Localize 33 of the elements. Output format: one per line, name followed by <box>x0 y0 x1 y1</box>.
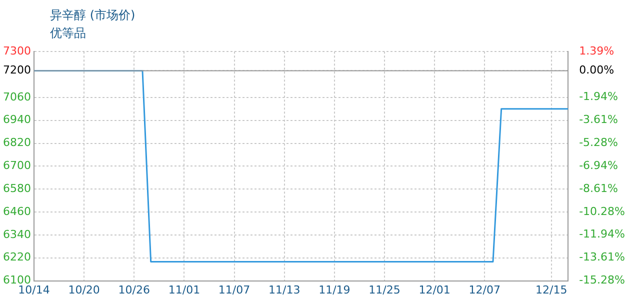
y2-tick-label: 0.00% <box>579 64 614 77</box>
x-tick-label: 12/15 <box>536 283 568 296</box>
y2-tick-label: -3.61% <box>579 113 618 126</box>
chart-title: 异辛醇 (市场价) <box>49 7 136 24</box>
chart-subtitle: 优等品 <box>49 25 87 42</box>
y-tick-label: 6460 <box>2 204 31 218</box>
y-tick-label: 7300 <box>2 44 31 58</box>
x-tick-label: 12/01 <box>418 283 450 296</box>
y-tick-label: 6580 <box>2 182 31 195</box>
x-tick-label: 12/07 <box>468 283 500 296</box>
x-tick-label: 11/01 <box>168 283 200 296</box>
y-tick-label: 7060 <box>2 90 31 104</box>
y2-tick-label: -10.28% <box>579 204 626 218</box>
y2-tick-label: -8.61% <box>579 182 618 195</box>
y-tick-label: 6940 <box>2 113 31 126</box>
x-tick-label: 11/19 <box>318 283 350 296</box>
y-tick-label: 7200 <box>2 64 31 77</box>
y2-tick-label: -13.61% <box>579 250 626 264</box>
y-tick-label: 6820 <box>2 136 31 150</box>
y2-tick-label: -6.94% <box>579 158 618 172</box>
y2-tick-label: -1.94% <box>579 90 618 104</box>
x-tick-label: 11/07 <box>218 283 250 296</box>
y-tick-label: 6340 <box>2 228 31 241</box>
x-tick-label: 10/26 <box>118 283 150 296</box>
x-tick-label: 11/25 <box>368 283 400 296</box>
x-tick-label: 11/13 <box>268 283 300 296</box>
y2-tick-label: 1.39% <box>579 44 614 58</box>
y2-tick-label: -11.94% <box>579 228 626 241</box>
y2-tick-label: -5.28% <box>579 136 618 150</box>
y2-tick-label: -15.28% <box>579 274 626 287</box>
y-tick-label: 6700 <box>2 159 31 172</box>
x-tick-label: 10/20 <box>68 283 100 296</box>
y-tick-label: 6220 <box>2 250 31 264</box>
